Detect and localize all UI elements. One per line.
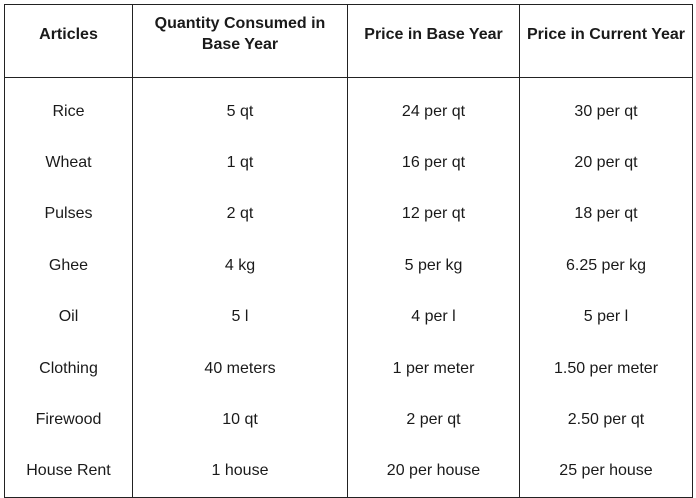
cell-quantity: 2 qt bbox=[132, 188, 348, 241]
cell-base-price: 5 per kg bbox=[347, 240, 520, 292]
cell-article: Pulses bbox=[4, 188, 133, 241]
header-articles: Articles bbox=[4, 4, 133, 78]
price-table-container: Articles Quantity Consumed in Base Year … bbox=[4, 4, 693, 498]
cell-quantity: 1 qt bbox=[132, 137, 348, 189]
table-header-row: Articles Quantity Consumed in Base Year … bbox=[4, 4, 693, 78]
cell-current-price: 20 per qt bbox=[519, 137, 693, 189]
cell-base-price: 16 per qt bbox=[347, 137, 520, 189]
cell-quantity: 40 meters bbox=[132, 342, 348, 395]
price-table: Articles Quantity Consumed in Base Year … bbox=[4, 4, 693, 498]
cell-current-price: 18 per qt bbox=[519, 188, 693, 241]
cell-article: House Rent bbox=[4, 445, 133, 498]
cell-article: Wheat bbox=[4, 137, 133, 189]
table-row: Wheat 1 qt 16 per qt 20 per qt bbox=[4, 137, 693, 189]
cell-current-price: 25 per house bbox=[519, 445, 693, 498]
header-price-base-year: Price in Base Year bbox=[347, 4, 520, 78]
cell-current-price: 2.50 per qt bbox=[519, 394, 693, 446]
cell-current-price: 5 per l bbox=[519, 291, 693, 343]
cell-current-price: 30 per qt bbox=[519, 77, 693, 138]
cell-base-price: 2 per qt bbox=[347, 394, 520, 446]
cell-current-price: 1.50 per meter bbox=[519, 342, 693, 395]
cell-quantity: 5 qt bbox=[132, 77, 348, 138]
table-row: Pulses 2 qt 12 per qt 18 per qt bbox=[4, 188, 693, 241]
cell-quantity: 4 kg bbox=[132, 240, 348, 292]
cell-quantity: 5 l bbox=[132, 291, 348, 343]
table-row: Oil 5 l 4 per l 5 per l bbox=[4, 291, 693, 343]
cell-base-price: 20 per house bbox=[347, 445, 520, 498]
cell-quantity: 10 qt bbox=[132, 394, 348, 446]
cell-article: Ghee bbox=[4, 240, 133, 292]
table-row: Ghee 4 kg 5 per kg 6.25 per kg bbox=[4, 240, 693, 292]
table-row: House Rent 1 house 20 per house 25 per h… bbox=[4, 445, 693, 498]
header-quantity-consumed: Quantity Consumed in Base Year bbox=[132, 4, 348, 78]
cell-quantity: 1 house bbox=[132, 445, 348, 498]
cell-article: Oil bbox=[4, 291, 133, 343]
cell-article: Firewood bbox=[4, 394, 133, 446]
cell-article: Clothing bbox=[4, 342, 133, 395]
cell-base-price: 1 per meter bbox=[347, 342, 520, 395]
table-row: Clothing 40 meters 1 per meter 1.50 per … bbox=[4, 342, 693, 395]
cell-base-price: 24 per qt bbox=[347, 77, 520, 138]
cell-base-price: 4 per l bbox=[347, 291, 520, 343]
table-row: Rice 5 qt 24 per qt 30 per qt bbox=[4, 77, 693, 138]
cell-base-price: 12 per qt bbox=[347, 188, 520, 241]
header-price-current-year: Price in Current Year bbox=[519, 4, 693, 78]
cell-article: Rice bbox=[4, 77, 133, 138]
cell-current-price: 6.25 per kg bbox=[519, 240, 693, 292]
table-row: Firewood 10 qt 2 per qt 2.50 per qt bbox=[4, 394, 693, 446]
